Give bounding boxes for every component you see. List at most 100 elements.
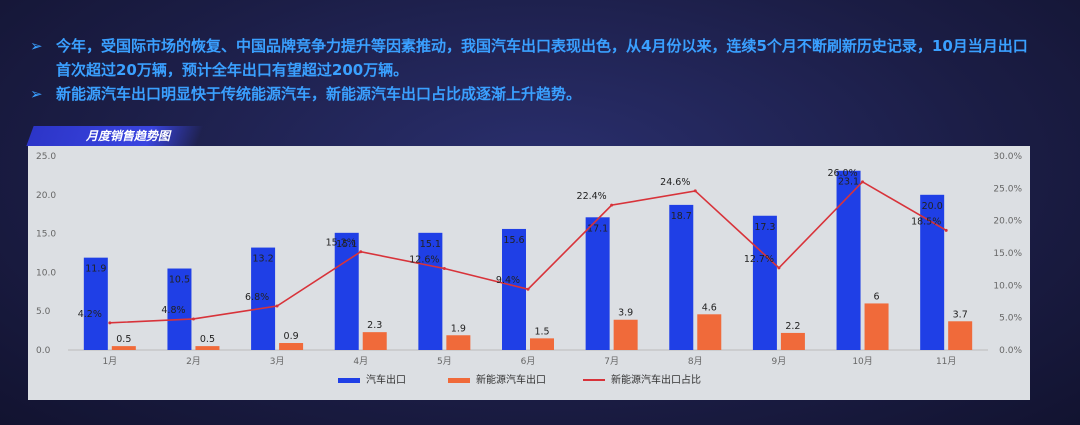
share-label: 4.2% [78,309,102,320]
share-label: 12.7% [744,254,774,265]
share-point [359,250,363,254]
bar-nev-export [530,338,554,350]
bullet-item: ➢ 新能源汽车出口明显快于传统能源汽车，新能源汽车出口占比成逐渐上升趋势。 [30,82,1040,106]
y-left-tick-label: 25.0 [36,152,56,162]
y-right-tick-label: 10.0% [993,281,1022,291]
bar-auto-label: 18.7 [671,211,692,222]
panel-title: 月度销售趋势图 [86,129,171,143]
share-point [275,304,279,308]
bar-auto-export [669,204,694,350]
x-tick-label: 8月 [688,356,703,367]
share-label: 9.4% [496,275,520,286]
legend-swatch-auto [338,378,360,383]
bar-auto-export [836,170,861,350]
x-tick-label: 9月 [772,356,787,367]
bar-nev-export [780,332,805,350]
bar-nev-label: 3.9 [618,308,633,319]
share-point [191,317,195,321]
y-right-tick-label: 30.0% [993,152,1022,162]
share-point [944,228,948,232]
x-tick-label: 3月 [270,356,285,367]
share-label: 15.2% [326,238,356,249]
x-tick-label: 2月 [186,356,201,367]
bar-nev-label: 1.9 [451,323,466,334]
bar-auto-label: 15.1 [420,239,441,250]
share-label: 4.8% [161,305,185,316]
arrow-icon: ➢ [30,85,43,103]
x-tick-label: 5月 [437,356,452,367]
bar-auto-label: 10.5 [169,275,190,286]
x-tick-label: 1月 [102,356,117,367]
bar-nev-label: 1.5 [534,326,549,337]
share-point [861,180,865,184]
share-label: 18.5% [911,216,941,227]
y-left-tick-label: 15.0 [36,230,56,240]
bar-auto-label: 13.2 [253,254,274,265]
bar-nev-export [697,314,722,350]
share-point [108,321,112,325]
y-right-tick-label: 25.0% [993,184,1022,194]
bar-nev-export [948,321,973,350]
bar-nev-export [864,303,889,350]
bar-nev-export [362,332,387,350]
bar-nev-label: 2.2 [785,321,800,332]
share-point [526,287,530,291]
bar-auto-export [502,228,526,350]
bar-nev-label: 0.5 [116,334,131,345]
share-label: 12.6% [409,255,439,266]
chart-panel: 0.0 5.0 10.0 15.0 20.0 25.0 0.0% 5.0% 10.0% 15.0%… [28,146,1030,400]
bar-nev-label: 6 [874,291,880,302]
share-line [109,180,947,324]
y-right-tick-label: 15.0% [993,249,1022,259]
bar-auto-label: 15.1 [336,239,357,250]
bar-nev-export [279,343,304,350]
bar-nev-label: 0.5 [200,334,215,345]
bar-auto-label: 15.6 [503,235,524,246]
bar-auto-export [585,217,610,350]
bar-auto-export [752,215,777,350]
y-right-tick-label: 5.0% [999,314,1022,324]
bullet-text: 新能源汽车出口明显快于传统能源汽车，新能源汽车出口占比成逐渐上升趋势。 [56,85,582,103]
bar-nev-export [446,335,471,350]
x-tick-label: 10月 [852,356,872,367]
x-tick-label: 7月 [604,356,619,367]
legend-label-share: 新能源汽车出口占比 [611,373,701,386]
bar-nev-label: 4.6 [702,302,717,313]
y-left-tick-label: 10.0 [36,268,56,278]
bar-auto-export [334,232,359,350]
bar-auto-export [167,268,192,350]
bar-auto-label: 11.9 [85,264,106,275]
bar-auto-label: 17.1 [587,223,608,234]
bar-auto-label: 23.1 [838,177,859,188]
legend-swatch-nev [448,378,470,383]
bar-nev-export [111,346,136,350]
bullet-item: ➢ 今年，受国际市场的恢复、中国品牌竞争力提升等因素推动，我国汽车出口表现出色，… [30,34,1040,82]
share-point [442,267,446,271]
share-label: 22.4% [577,191,607,202]
bar-nev-export [195,346,220,350]
bar-nev-label: 0.9 [284,331,299,342]
y-right-tick-label: 20.0% [993,217,1022,227]
monthly-sales-chart: 0.0 5.0 10.0 15.0 20.0 25.0 0.0% 5.0% 10.0% 15.0%… [36,152,1022,386]
bar-auto-export [83,257,108,350]
x-tick-label: 6月 [521,356,536,367]
bar-auto-label: 17.3 [754,222,775,233]
share-point [610,203,614,207]
share-label: 6.8% [245,292,269,303]
bar-nev-export [613,319,638,350]
bullet-list: ➢ 今年，受国际市场的恢复、中国品牌竞争力提升等因素推动，我国汽车出口表现出色，… [30,34,1040,106]
bar-auto-export [418,232,443,350]
bar-auto-export [251,247,276,350]
bullet-text: 今年，受国际市场的恢复、中国品牌竞争力提升等因素推动，我国汽车出口表现出色，从4… [56,37,1028,79]
bar-auto-label: 20.0 [922,201,943,212]
share-label: 26.0% [827,168,857,179]
y-left-tick-label: 0.0 [36,346,51,356]
arrow-icon: ➢ [30,37,43,55]
bar-auto-export [920,194,945,350]
y-left-tick-label: 5.0 [36,307,51,317]
legend-label-nev: 新能源汽车出口 [476,373,546,386]
x-tick-label: 11月 [936,356,956,367]
legend-label-auto: 汽车出口 [366,373,406,386]
x-tick-label: 4月 [353,356,368,367]
share-point [693,189,697,193]
